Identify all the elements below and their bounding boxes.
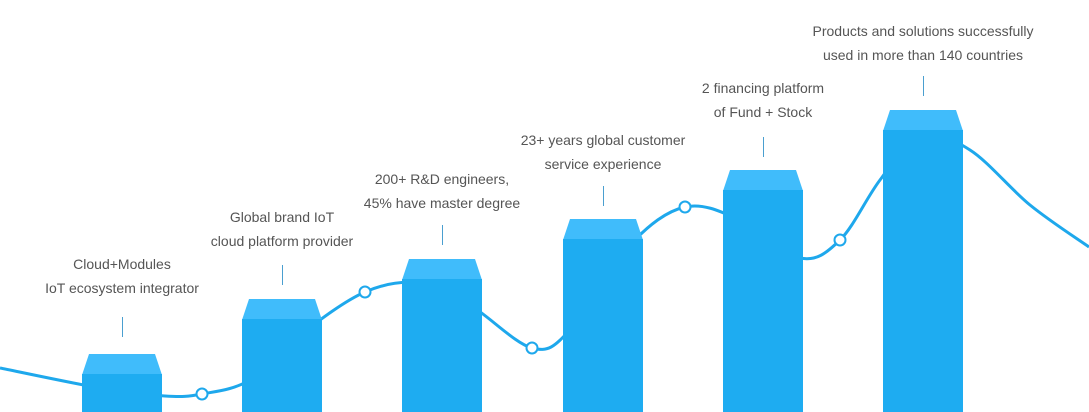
milestone-label-5: 2 financing platform of Fund + Stock (633, 76, 893, 124)
bar-cap (883, 110, 963, 131)
milestone-label-3: 200+ R&D engineers, 45% have master degre… (312, 167, 572, 215)
bar-cap (723, 170, 803, 191)
milestone-line: 23+ years global customer (520, 132, 686, 148)
bar (402, 279, 482, 412)
milestone-line: Products and solutions successfully (812, 23, 1034, 39)
curve-node (833, 233, 847, 247)
milestone-line: IoT ecosystem integrator (45, 280, 199, 296)
bar (563, 239, 643, 412)
milestone-line: used in more than 140 countries (822, 47, 1023, 63)
curve-node (195, 387, 209, 401)
bar (883, 130, 963, 412)
milestone-label-2: Global brand IoT cloud platform provider (152, 205, 412, 253)
milestone-line: 200+ R&D engineers, (374, 171, 510, 187)
curve-node (358, 285, 372, 299)
milestone-line: 2 financing platform (701, 80, 825, 96)
milestone-line: cloud platform provider (210, 233, 354, 249)
bar-cap (402, 259, 482, 280)
bar-cap (563, 219, 643, 240)
bar-cap (242, 299, 322, 320)
bar-cap (82, 354, 162, 375)
milestone-line: 45% have master degree (363, 195, 521, 211)
curve-node (678, 200, 692, 214)
milestone-line: Global brand IoT (229, 209, 335, 225)
milestone-line: of Fund + Stock (713, 104, 813, 120)
milestone-label-1: Cloud+Modules IoT ecosystem integrator (0, 252, 252, 300)
curve-node (525, 341, 539, 355)
milestone-line: Cloud+Modules (73, 256, 171, 272)
milestone-line: service experience (544, 156, 662, 172)
milestone-label-4: 23+ years global customer service experie… (473, 128, 733, 176)
bar (82, 374, 162, 412)
bar (242, 319, 322, 412)
bar (723, 190, 803, 412)
milestone-label-6: Products and solutions successfully used … (773, 19, 1073, 67)
